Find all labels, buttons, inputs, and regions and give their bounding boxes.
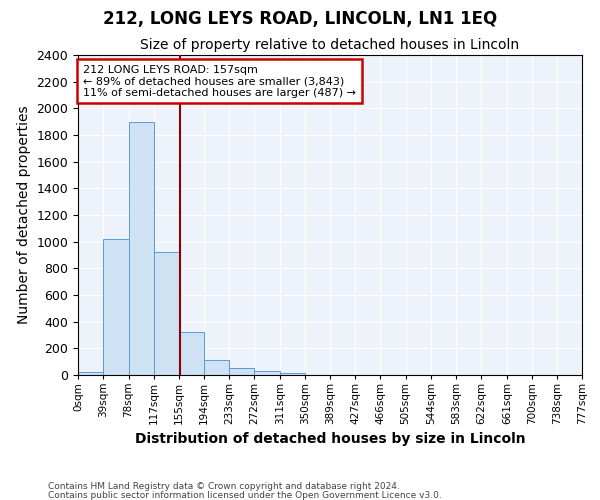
Bar: [204, 360, 229, 375]
Bar: [128, 122, 154, 375]
Bar: [229, 368, 254, 375]
Bar: [154, 252, 179, 375]
Y-axis label: Number of detached properties: Number of detached properties: [17, 106, 31, 324]
Bar: [78, 372, 103, 375]
X-axis label: Distribution of detached houses by size in Lincoln: Distribution of detached houses by size …: [134, 432, 526, 446]
Text: Contains HM Land Registry data © Crown copyright and database right 2024.: Contains HM Land Registry data © Crown c…: [48, 482, 400, 491]
Bar: [179, 332, 204, 375]
Bar: [280, 373, 305, 375]
Title: Size of property relative to detached houses in Lincoln: Size of property relative to detached ho…: [140, 38, 520, 52]
Text: Contains public sector information licensed under the Open Government Licence v3: Contains public sector information licen…: [48, 490, 442, 500]
Text: 212, LONG LEYS ROAD, LINCOLN, LN1 1EQ: 212, LONG LEYS ROAD, LINCOLN, LN1 1EQ: [103, 10, 497, 28]
Bar: [103, 239, 128, 375]
Text: 212 LONG LEYS ROAD: 157sqm
← 89% of detached houses are smaller (3,843)
11% of s: 212 LONG LEYS ROAD: 157sqm ← 89% of deta…: [83, 64, 356, 98]
Bar: [254, 371, 280, 375]
